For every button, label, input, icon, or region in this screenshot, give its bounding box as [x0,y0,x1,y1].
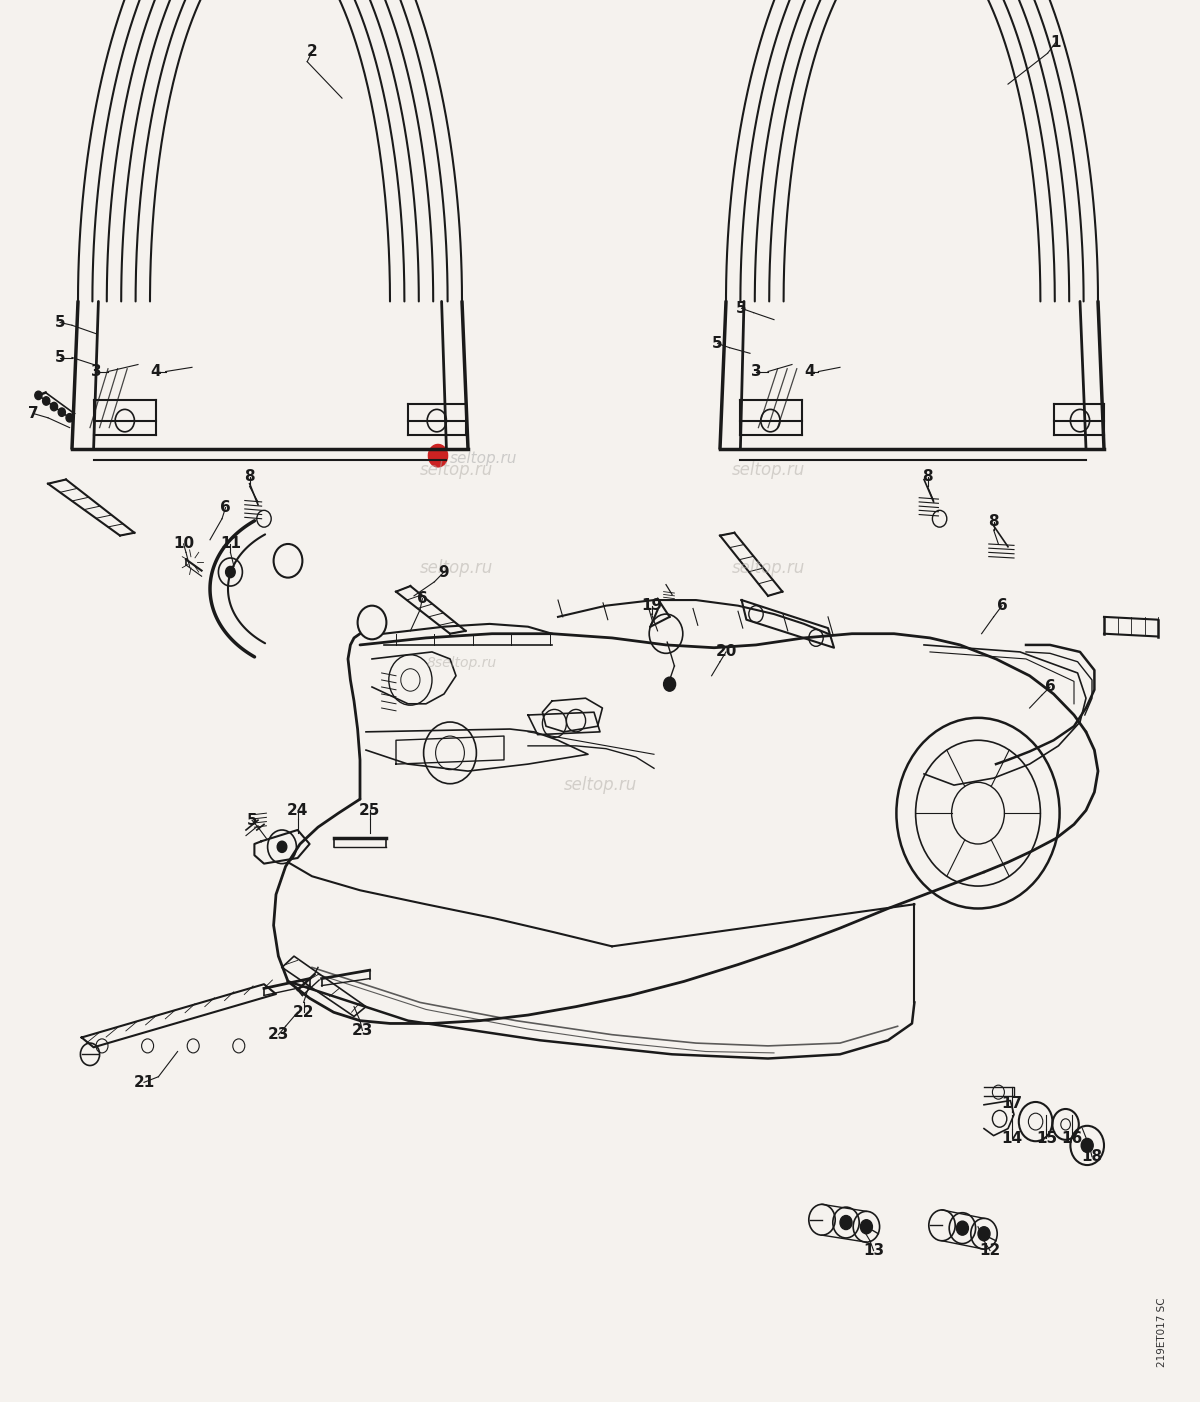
Text: seltop.ru: seltop.ru [419,559,493,576]
Text: 5: 5 [713,336,722,350]
Text: seltop.ru: seltop.ru [731,559,805,576]
Text: seltop.ru: seltop.ru [450,451,517,465]
Circle shape [978,1227,990,1241]
Text: 25: 25 [359,803,380,817]
Text: seltop.ru: seltop.ru [563,777,637,794]
Text: 8: 8 [245,470,254,484]
Text: 23: 23 [352,1023,373,1037]
Text: 8: 8 [923,470,932,484]
Text: 2: 2 [307,45,317,59]
Text: 6: 6 [418,592,427,606]
Text: 5: 5 [55,350,65,365]
Circle shape [66,414,73,422]
Circle shape [43,397,50,405]
Text: 14: 14 [1001,1131,1022,1145]
Circle shape [956,1221,968,1235]
Text: 5: 5 [247,813,257,827]
Circle shape [664,677,676,691]
Text: 6: 6 [997,599,1007,613]
Text: 20: 20 [715,645,737,659]
Text: 23: 23 [268,1028,289,1042]
Text: 6: 6 [1045,680,1055,694]
Text: 19: 19 [641,599,662,613]
Text: 4: 4 [805,365,815,379]
Text: 7: 7 [29,407,38,421]
Circle shape [50,402,58,411]
Text: 1: 1 [1051,35,1061,49]
Text: 219ET017 SC: 219ET017 SC [1157,1297,1166,1367]
Text: 16: 16 [1061,1131,1082,1145]
Text: 6: 6 [221,501,230,515]
Text: 10: 10 [173,537,194,551]
Text: 3: 3 [91,365,101,379]
Text: 3: 3 [751,365,761,379]
Circle shape [59,408,66,416]
Circle shape [1081,1138,1093,1152]
Text: 24: 24 [287,803,308,817]
Text: 9: 9 [439,565,449,579]
Text: 11: 11 [220,537,241,551]
Circle shape [428,444,448,467]
Text: 18: 18 [1081,1150,1103,1164]
Text: 21: 21 [133,1075,155,1089]
Text: 5: 5 [737,301,746,315]
Circle shape [860,1220,872,1234]
Circle shape [35,391,42,400]
Text: 5: 5 [55,315,65,329]
Text: 13: 13 [863,1244,884,1258]
Text: seltop.ru: seltop.ru [731,461,805,478]
Circle shape [840,1216,852,1230]
Text: 22: 22 [293,1005,314,1019]
Text: 4: 4 [151,365,161,379]
Text: 8seltop.ru: 8seltop.ru [427,656,497,670]
Text: 15: 15 [1036,1131,1057,1145]
Circle shape [277,841,287,852]
Text: 17: 17 [1001,1096,1022,1110]
Circle shape [226,566,235,578]
Text: 8: 8 [989,515,998,529]
Text: 12: 12 [979,1244,1001,1258]
Text: seltop.ru: seltop.ru [419,461,493,478]
